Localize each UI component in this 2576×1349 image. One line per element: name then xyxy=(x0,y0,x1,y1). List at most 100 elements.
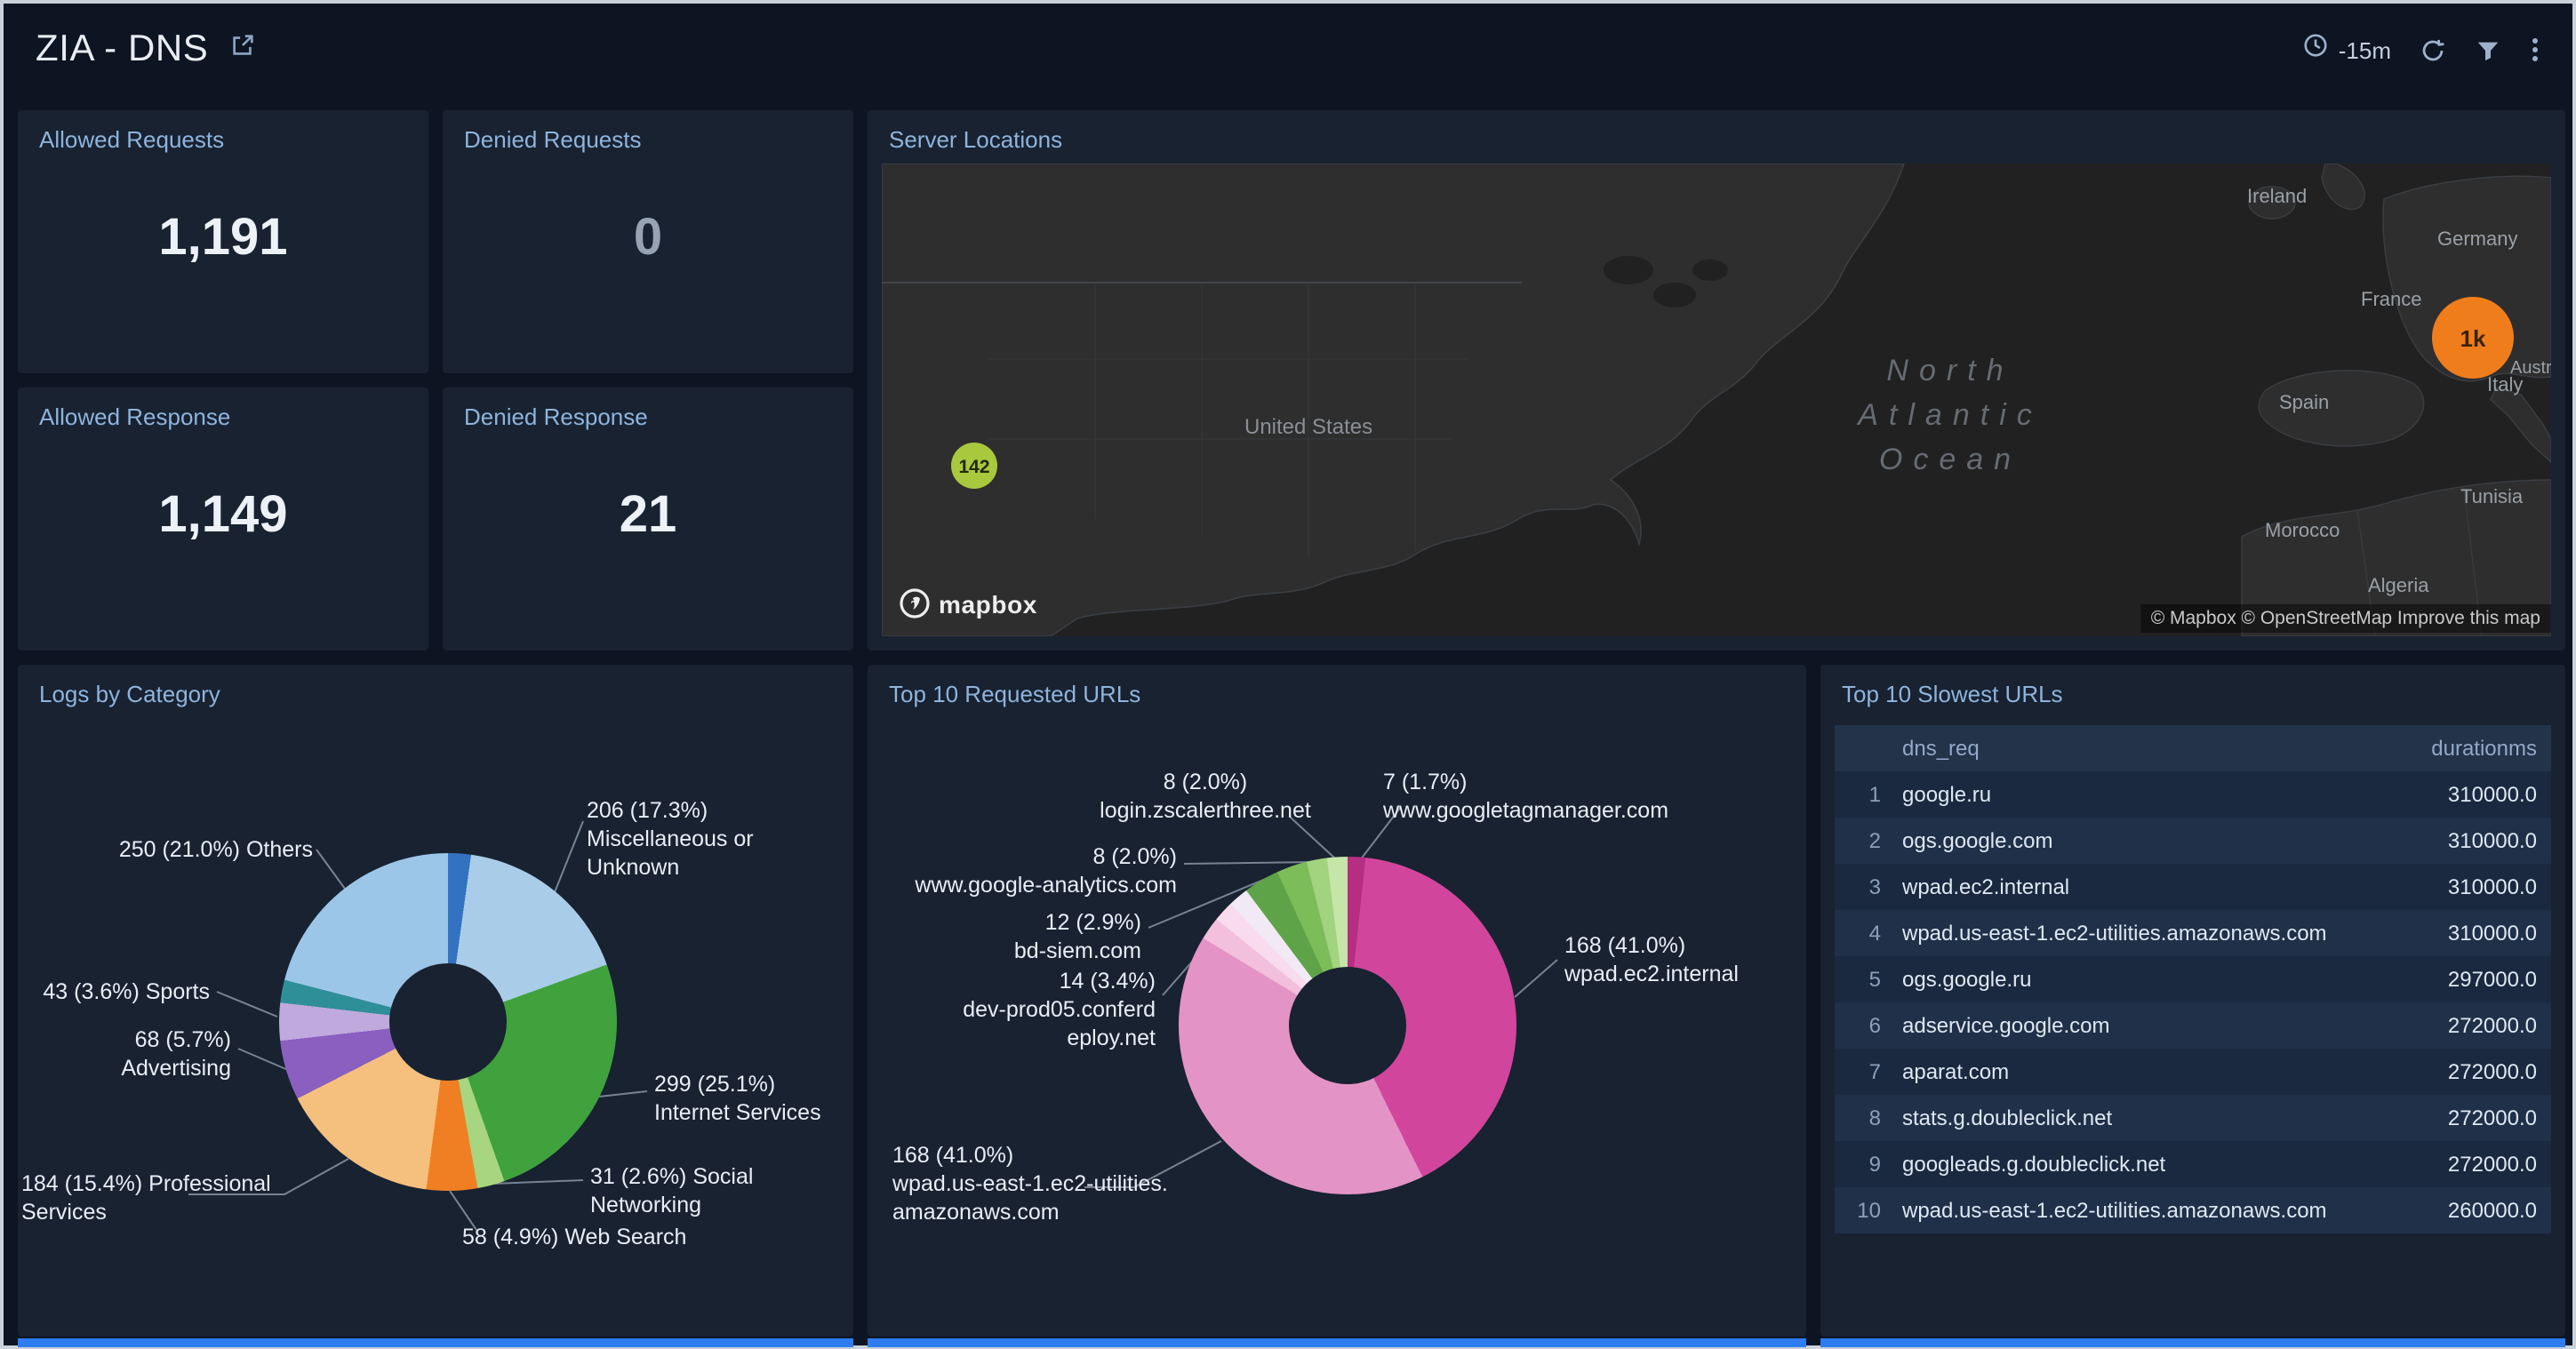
panel-accent-bar xyxy=(18,1338,853,1347)
panel-top-requested-urls: Top 10 Requested URLs 8 (2.0%) login.zsc… xyxy=(868,665,1806,1337)
table-cell-idx: 2 xyxy=(1868,828,1881,853)
table-row[interactable]: 1 google.ru 310000.0 xyxy=(1835,771,2551,818)
panel-title: Top 10 Requested URLs xyxy=(889,681,1141,707)
filter-button[interactable] xyxy=(2475,36,2501,63)
panel-title: Allowed Requests xyxy=(39,126,225,153)
svg-text:142: 142 xyxy=(958,457,989,477)
table-cell-req: aparat.com xyxy=(1902,1059,2010,1084)
table-cell-idx: 3 xyxy=(1868,874,1881,899)
table-cell-req: stats.g.doubleclick.net xyxy=(1902,1106,2113,1130)
table-cell-idx: 1 xyxy=(1868,782,1881,807)
map-canvas[interactable]: United States Ireland Germany France Aus… xyxy=(882,164,2551,636)
pie-label-bd-siem: 12 (2.9%) bd-siem.com xyxy=(1013,910,1141,963)
table-row[interactable]: 2 ogs.google.com 310000.0 xyxy=(1835,818,2551,864)
refresh-button[interactable] xyxy=(2420,36,2446,63)
svg-text:1k: 1k xyxy=(2460,325,2486,352)
italy-landmass xyxy=(2490,387,2551,463)
map-label-morocco: Morocco xyxy=(2265,519,2340,541)
pie-label-dev-prod05: 14 (3.4%) dev-prod05.conferd eploy.net xyxy=(963,969,1156,1050)
table-cell-dur: 310000.0 xyxy=(2447,874,2537,899)
panel-title: Denied Requests xyxy=(464,126,642,153)
table-cell-dur: 310000.0 xyxy=(2447,828,2537,853)
map-label-north-atlantic-ocean: North Atlantic Ocean xyxy=(1856,354,2043,476)
donut-chart-categories[interactable] xyxy=(279,853,617,1191)
toolbar: -15m xyxy=(2303,32,2540,68)
table-cell-dur: 272000.0 xyxy=(2447,1013,2537,1038)
map-label-tunisia: Tunisia xyxy=(2460,485,2524,507)
pie-label-miscellaneous: 206 (17.3%) Miscellaneous or Unknown xyxy=(587,798,754,880)
top-bar: ZIA - DNS -15m xyxy=(4,4,2572,96)
pie-label-login-zscalerthree: 8 (2.0%) login.zscalerthree.net xyxy=(1100,770,1311,823)
donut-hole xyxy=(1289,967,1406,1084)
map-label-italy: Italy xyxy=(2487,373,2523,395)
table-cell-req: adservice.google.com xyxy=(1902,1013,2110,1038)
pie-label-sports: 43 (3.6%) Sports xyxy=(43,979,210,1004)
table-cell-req: wpad.us-east-1.ec2-utilities.amazonaws.c… xyxy=(1902,1198,2327,1223)
pie-label-googletagmanager: 7 (1.7%) www.googletagmanager.com xyxy=(1383,770,1669,823)
table-row[interactable]: 6 adservice.google.com 272000.0 xyxy=(1835,1002,2551,1049)
table-cell-idx: 9 xyxy=(1868,1152,1881,1177)
panel-title: Denied Response xyxy=(464,403,648,430)
clock-icon xyxy=(2303,32,2330,68)
panel-logs-by-category: Logs by Category 206 (17.3%) Miscellaneo… xyxy=(18,665,853,1337)
table-cell-idx: 7 xyxy=(1868,1059,1881,1084)
slowest-urls-table: dns_req durationms 1 google.ru 310000.0 2 og… xyxy=(1835,725,2551,1233)
time-range-label: -15m xyxy=(2338,36,2391,63)
ireland-landmass xyxy=(2248,186,2296,220)
table-row[interactable]: 4 wpad.us-east-1.ec2-utilities.amazonaws.… xyxy=(1835,910,2551,956)
panel-denied-response: Denied Response 21 xyxy=(443,387,853,651)
spain-landmass xyxy=(2258,370,2425,447)
table-row[interactable]: 5 ogs.google.ru 297000.0 xyxy=(1835,956,2551,1002)
header-dns-req: dns_req xyxy=(1888,725,2380,771)
panel-accent-bar xyxy=(1820,1338,2565,1347)
stat-value: 1,191 xyxy=(158,210,288,267)
table-cell-req: ogs.google.com xyxy=(1902,828,2053,853)
table-row[interactable]: 10 wpad.us-east-1.ec2-utilities.amazonaws… xyxy=(1835,1187,2551,1233)
table-cell-req: google.ru xyxy=(1902,782,1992,807)
table-cell-dur: 272000.0 xyxy=(2447,1106,2537,1130)
table-row[interactable]: 9 googleads.g.doubleclick.net 272000.0 xyxy=(1835,1141,2551,1187)
map-marker-europe[interactable]: 1k xyxy=(2432,297,2514,379)
stat-value: 1,149 xyxy=(158,487,288,544)
pie-label-professional-services: 184 (15.4%) Professional Services xyxy=(21,1171,271,1225)
map-label-united-states: United States xyxy=(1244,415,1372,439)
panel-title: Top 10 Slowest URLs xyxy=(1842,681,2063,707)
table-cell-dur: 272000.0 xyxy=(2447,1059,2537,1084)
panel-allowed-requests: Allowed Requests 1,191 xyxy=(18,110,428,373)
table-cell-idx: 5 xyxy=(1868,967,1881,992)
table-cell-req: wpad.ec2.internal xyxy=(1902,874,2070,899)
table-row[interactable]: 8 stats.g.doubleclick.net 272000.0 xyxy=(1835,1095,2551,1141)
map-attribution[interactable]: © Mapbox © OpenStreetMap Improve this ma… xyxy=(2140,604,2551,633)
donut-chart-requested-urls[interactable] xyxy=(1179,857,1516,1194)
header-index xyxy=(1835,725,1888,771)
map-label-spain: Spain xyxy=(2279,391,2329,413)
africa-landmass xyxy=(2241,479,2551,636)
table-row[interactable]: 3 wpad.ec2.internal 310000.0 xyxy=(1835,864,2551,910)
stat-value: 21 xyxy=(619,487,677,544)
pie-label-internet-services: 299 (25.1%) Internet Services xyxy=(654,1072,821,1125)
table-cell-dur: 272000.0 xyxy=(2447,1152,2537,1177)
table-cell-req: googleads.g.doubleclick.net xyxy=(1902,1152,2166,1177)
svg-text:Atlantic: Atlantic xyxy=(1856,398,2043,432)
share-button[interactable] xyxy=(229,32,256,68)
pie-label-wpad-ec2-internal: 168 (41.0%) wpad.ec2.internal xyxy=(1564,933,1739,986)
table-row[interactable]: 7 aparat.com 272000.0 xyxy=(1835,1049,2551,1095)
table-cell-dur: 297000.0 xyxy=(2447,967,2537,992)
time-range-button[interactable]: -15m xyxy=(2303,32,2391,68)
table-cell-idx: 8 xyxy=(1868,1106,1881,1130)
panel-allowed-response: Allowed Response 1,149 xyxy=(18,387,428,651)
map-label-ireland: Ireland xyxy=(2247,185,2307,207)
table-header-row: dns_req durationms xyxy=(1835,725,2551,771)
map-label-germany: Germany xyxy=(2437,227,2517,250)
panel-server-locations: Server Locations xyxy=(868,110,2565,651)
table-cell-idx: 6 xyxy=(1868,1013,1881,1038)
panel-title: Logs by Category xyxy=(39,681,220,707)
pie-label-others: 250 (21.0%) Others xyxy=(118,837,313,862)
external-link-icon xyxy=(229,32,256,68)
panel-denied-requests: Denied Requests 0 xyxy=(443,110,853,373)
kebab-menu-button[interactable] xyxy=(2530,36,2540,64)
pie-label-google-analytics: 8 (2.0%) www.google-analytics.com xyxy=(915,844,1177,898)
pie-label-advertising: 68 (5.7%) Advertising xyxy=(121,1027,231,1081)
map-marker-west[interactable]: 142 xyxy=(951,443,997,489)
